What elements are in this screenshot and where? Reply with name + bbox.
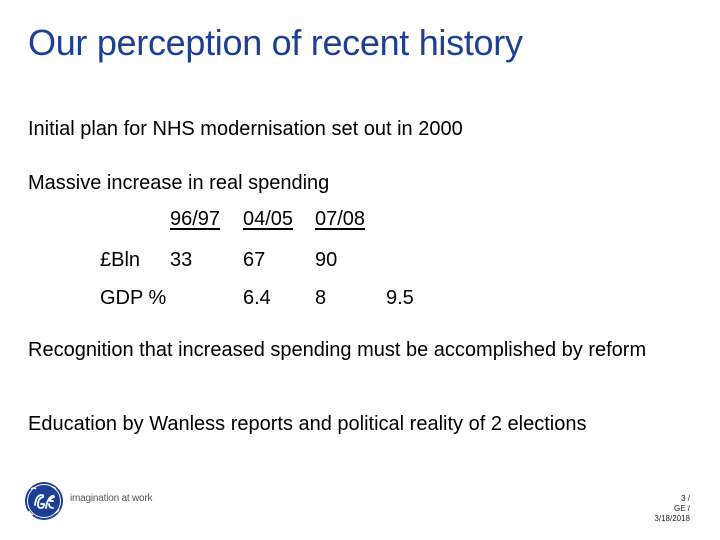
tagline: imagination at work bbox=[70, 493, 153, 504]
bullet-nhs-plan: Initial plan for NHS modernisation set o… bbox=[28, 118, 463, 140]
table-cell: 6.4 bbox=[243, 287, 271, 309]
table-cell: 9.5 bbox=[386, 287, 414, 309]
table-cell: 8 bbox=[315, 287, 327, 309]
slide-title: Our perception of recent history bbox=[28, 22, 523, 63]
bullet-wanless: Education by Wanless reports and politic… bbox=[28, 413, 587, 435]
company-label: GE / bbox=[673, 504, 690, 513]
table-cell: 67 bbox=[243, 249, 266, 271]
table-header-9697: 96/97 bbox=[170, 208, 221, 230]
bullet-reform: Recognition that increased spending must… bbox=[28, 339, 647, 361]
table-header-0708: 07/08 bbox=[315, 208, 366, 230]
page-number: 3 / bbox=[681, 494, 690, 503]
table-header-0405: 04/05 bbox=[243, 208, 294, 230]
table-row-label-bln: £Bln bbox=[100, 249, 141, 271]
footer-date: 3/18/2018 bbox=[654, 514, 690, 523]
table-cell: 90 bbox=[315, 249, 338, 271]
ge-logo-icon bbox=[24, 481, 64, 521]
table-cell: 33 bbox=[170, 249, 193, 271]
page-footer: 3 / GE / 3/18/2018 bbox=[654, 494, 690, 524]
table-row-label-gdp: GDP % bbox=[100, 287, 167, 309]
bullet-spending-increase: Massive increase in real spending bbox=[28, 172, 330, 194]
